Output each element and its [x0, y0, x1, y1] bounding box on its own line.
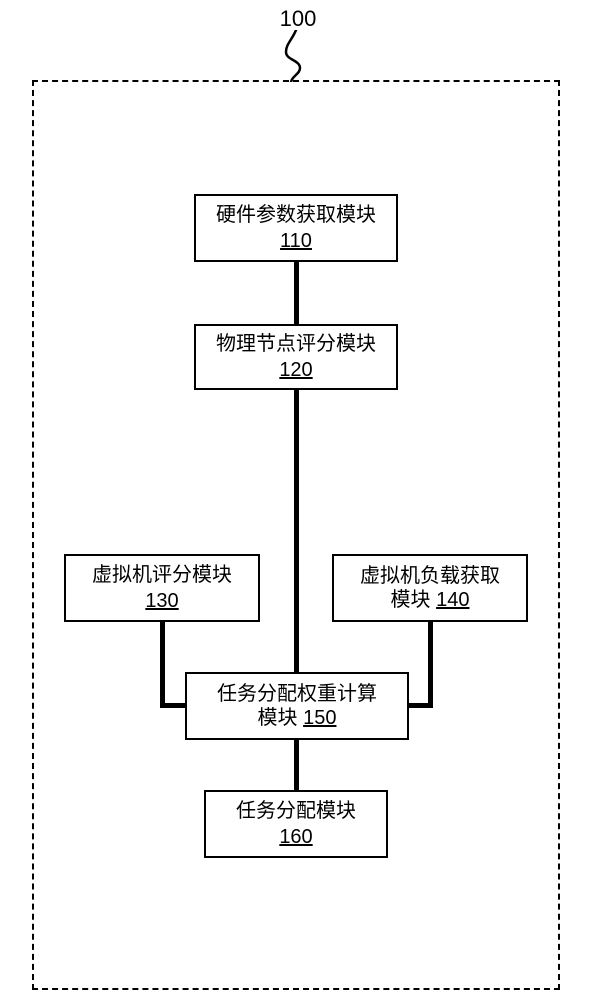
leader-squiggle	[278, 30, 308, 82]
node-120-title: 物理节点评分模块	[216, 332, 376, 357]
node-150-title-line2: 模块 150	[258, 706, 337, 730]
node-150-title-prefix: 模块	[258, 707, 304, 729]
node-130-number: 130	[145, 590, 178, 613]
node-140-title-line1: 虚拟机负载获取	[360, 564, 500, 588]
edge-130-150-h	[160, 703, 187, 708]
node-150-task-weight-calc: 任务分配权重计算 模块 150	[185, 672, 409, 740]
edge-120-150	[294, 390, 299, 672]
node-120-physical-node-score: 物理节点评分模块 120	[194, 324, 398, 390]
edge-140-150-v	[428, 622, 433, 708]
edge-140-150-h	[407, 703, 433, 708]
node-140-vm-load-acquire: 虚拟机负载获取 模块 140	[332, 554, 528, 622]
figure-number-label: 100	[278, 6, 318, 32]
node-140-number: 140	[436, 589, 469, 611]
node-110-number: 110	[280, 230, 312, 253]
node-130-title: 虚拟机评分模块	[92, 563, 232, 588]
node-110-title: 硬件参数获取模块	[216, 203, 376, 228]
node-160-number: 160	[279, 826, 312, 849]
node-160-task-assign: 任务分配模块 160	[204, 790, 388, 858]
node-110-hardware-param-acquire: 硬件参数获取模块 110	[194, 194, 398, 262]
edge-110-120	[294, 262, 299, 324]
node-140-title-line2: 模块 140	[391, 588, 470, 612]
node-160-title: 任务分配模块	[236, 799, 356, 824]
node-140-title-prefix: 模块	[391, 589, 437, 611]
diagram-canvas: 100 硬件参数获取模块 110 物理节点评分模块 120 虚拟机评分模块 13…	[0, 0, 593, 1000]
edge-130-150-v	[160, 622, 165, 708]
node-120-number: 120	[279, 359, 312, 382]
node-150-number: 150	[303, 707, 336, 729]
edge-150-160	[294, 740, 299, 790]
node-150-title-line1: 任务分配权重计算	[217, 682, 377, 706]
node-130-vm-score: 虚拟机评分模块 130	[64, 554, 260, 622]
